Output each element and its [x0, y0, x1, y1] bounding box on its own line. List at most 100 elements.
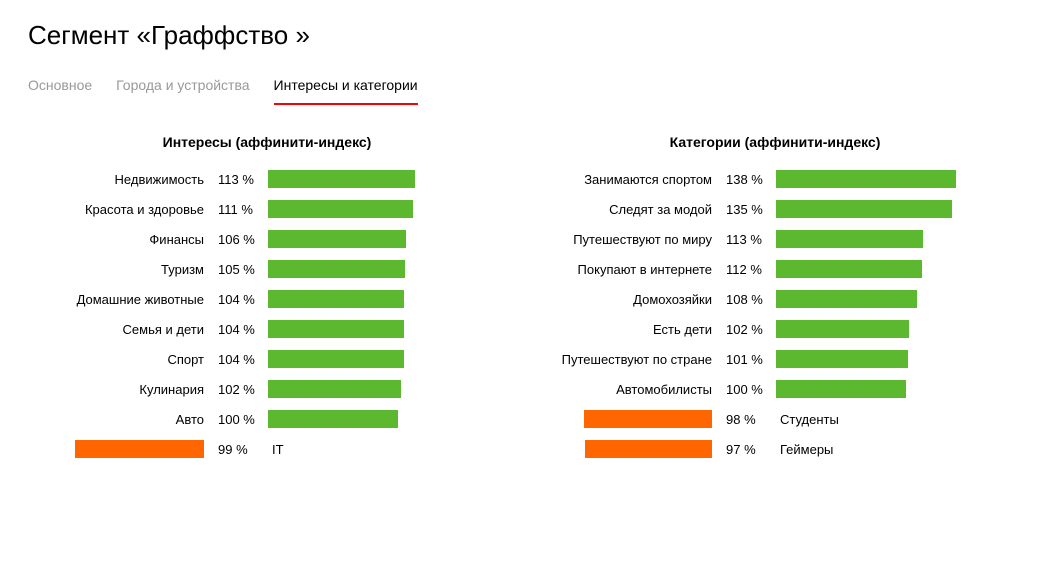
categories-label: Домохозяйки [556, 292, 726, 307]
categories-label: Геймеры [776, 442, 966, 457]
categories-row: Путешествуют по миру113 % [556, 224, 994, 254]
interests-label: Туризм [48, 262, 218, 277]
interests-row: 99 %IT [48, 434, 486, 464]
interests-bar [268, 380, 401, 398]
categories-row: Следят за модой135 % [556, 194, 994, 224]
interests-bar-cell [268, 380, 458, 398]
interests-bar-cell [268, 350, 458, 368]
page-root: Сегмент «Граффство » Основное Города и у… [0, 0, 1042, 587]
categories-bar [776, 350, 908, 368]
interests-bar-cell [268, 200, 458, 218]
categories-value: 100 % [726, 382, 776, 397]
tab-cities-devices[interactable]: Города и устройства [116, 71, 249, 105]
categories-label: Следят за модой [556, 202, 726, 217]
categories-bar-cell [556, 440, 726, 458]
tab-interests-categories[interactable]: Интересы и категории [274, 71, 418, 105]
categories-bar-cell [776, 230, 966, 248]
categories-value: 135 % [726, 202, 776, 217]
interests-bar [268, 260, 405, 278]
page-title: Сегмент «Граффство » [28, 20, 1014, 51]
categories-row: 97 %Геймеры [556, 434, 994, 464]
categories-label: Есть дети [556, 322, 726, 337]
categories-bar [584, 410, 712, 428]
tab-main[interactable]: Основное [28, 71, 92, 105]
categories-bar-cell [776, 260, 966, 278]
categories-row: Домохозяйки108 % [556, 284, 994, 314]
interests-rows: Недвижимость113 %Красота и здоровье111 %… [48, 164, 486, 464]
categories-bar-cell [776, 200, 966, 218]
interests-value: 105 % [218, 262, 268, 277]
interests-label: Семья и дети [48, 322, 218, 337]
categories-label: Путешествуют по миру [556, 232, 726, 247]
interests-row: Недвижимость113 % [48, 164, 486, 194]
categories-row: Автомобилисты100 % [556, 374, 994, 404]
interests-bar-cell [48, 440, 218, 458]
categories-rows: Занимаются спортом138 %Следят за модой13… [556, 164, 994, 464]
interests-value: 106 % [218, 232, 268, 247]
categories-label: Занимаются спортом [556, 172, 726, 187]
interests-bar-cell [268, 230, 458, 248]
interests-label: Авто [48, 412, 218, 427]
interests-bar [268, 230, 406, 248]
interests-chart: Интересы (аффинити-индекс) Недвижимость1… [48, 134, 486, 464]
interests-label: IT [268, 442, 458, 457]
categories-row: Есть дети102 % [556, 314, 994, 344]
categories-bar [776, 320, 909, 338]
categories-label: Автомобилисты [556, 382, 726, 397]
charts-container: Интересы (аффинити-индекс) Недвижимость1… [28, 134, 1014, 464]
tabs-bar: Основное Города и устройства Интересы и … [28, 71, 1014, 106]
interests-value: 102 % [218, 382, 268, 397]
interests-row: Финансы106 % [48, 224, 486, 254]
interests-bar-cell [268, 170, 458, 188]
interests-bar-cell [268, 260, 458, 278]
categories-value: 113 % [726, 232, 776, 247]
interests-label: Красота и здоровье [48, 202, 218, 217]
interests-value: 113 % [218, 172, 268, 187]
categories-bar [585, 440, 712, 458]
interests-row: Спорт104 % [48, 344, 486, 374]
interests-bar [75, 440, 204, 458]
categories-bar-cell [776, 170, 966, 188]
interests-bar [268, 410, 398, 428]
interests-label: Кулинария [48, 382, 218, 397]
categories-value: 97 % [726, 442, 776, 457]
interests-row: Красота и здоровье111 % [48, 194, 486, 224]
interests-label: Недвижимость [48, 172, 218, 187]
categories-label: Путешествуют по стране [556, 352, 726, 367]
categories-bar [776, 260, 922, 278]
interests-label: Финансы [48, 232, 218, 247]
categories-bar-cell [776, 380, 966, 398]
interests-value: 104 % [218, 352, 268, 367]
interests-label: Спорт [48, 352, 218, 367]
categories-value: 112 % [726, 262, 776, 277]
categories-value: 101 % [726, 352, 776, 367]
categories-label: Студенты [776, 412, 966, 427]
interests-value: 100 % [218, 412, 268, 427]
categories-row: Покупают в интернете112 % [556, 254, 994, 284]
categories-label: Покупают в интернете [556, 262, 726, 277]
categories-value: 138 % [726, 172, 776, 187]
interests-bar [268, 350, 404, 368]
categories-row: Занимаются спортом138 % [556, 164, 994, 194]
interests-row: Домашние животные104 % [48, 284, 486, 314]
categories-chart-title: Категории (аффинити-индекс) [556, 134, 994, 150]
categories-bar [776, 170, 956, 188]
interests-value: 104 % [218, 322, 268, 337]
interests-row: Кулинария102 % [48, 374, 486, 404]
categories-value: 102 % [726, 322, 776, 337]
interests-bar [268, 170, 415, 188]
interests-row: Семья и дети104 % [48, 314, 486, 344]
interests-bar [268, 200, 413, 218]
categories-chart: Категории (аффинити-индекс) Занимаются с… [556, 134, 994, 464]
interests-bar-cell [268, 320, 458, 338]
categories-bar [776, 380, 906, 398]
categories-bar-cell [776, 350, 966, 368]
interests-row: Авто100 % [48, 404, 486, 434]
categories-bar-cell [556, 410, 726, 428]
interests-bar [268, 320, 404, 338]
interests-value: 111 % [218, 202, 268, 217]
categories-bar-cell [776, 290, 966, 308]
interests-value: 104 % [218, 292, 268, 307]
categories-row: Путешествуют по стране101 % [556, 344, 994, 374]
categories-row: 98 %Студенты [556, 404, 994, 434]
